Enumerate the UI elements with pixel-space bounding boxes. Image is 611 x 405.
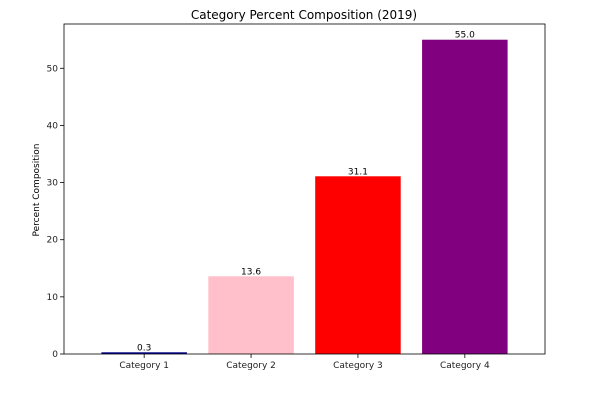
- bar-2: [208, 276, 294, 354]
- y-axis-label: Percent Composition: [32, 144, 42, 237]
- data-label-4: 55.0: [455, 31, 475, 41]
- data-label-3: 31.1: [348, 167, 368, 177]
- chart-title: Category Percent Composition (2019): [191, 8, 417, 22]
- plot-area: 0.3 Category 1 13.6 Category 2 31.1 Category …: [47, 23, 546, 371]
- y-tick-label-3: 30: [47, 179, 59, 189]
- x-tick-label-1: Category 1: [119, 361, 169, 371]
- y-tick-label-1: 10: [47, 293, 59, 303]
- bar-3: [315, 176, 401, 354]
- bar-1: [101, 352, 187, 354]
- data-label-2: 13.6: [241, 267, 261, 277]
- y-tick-label-2: 20: [47, 236, 59, 246]
- data-label-1: 0.3: [137, 343, 151, 353]
- x-tick-label-4: Category 4: [440, 361, 490, 371]
- y-tick-label-4: 40: [47, 121, 59, 131]
- plot-frame: [63, 23, 546, 355]
- bar-4: [422, 39, 508, 355]
- y-tick-label-5: 50: [47, 64, 59, 74]
- y-tick-label-0: 0: [52, 350, 58, 360]
- x-tick-label-2: Category 2: [226, 361, 276, 371]
- x-tick-label-3: Category 3: [333, 361, 383, 371]
